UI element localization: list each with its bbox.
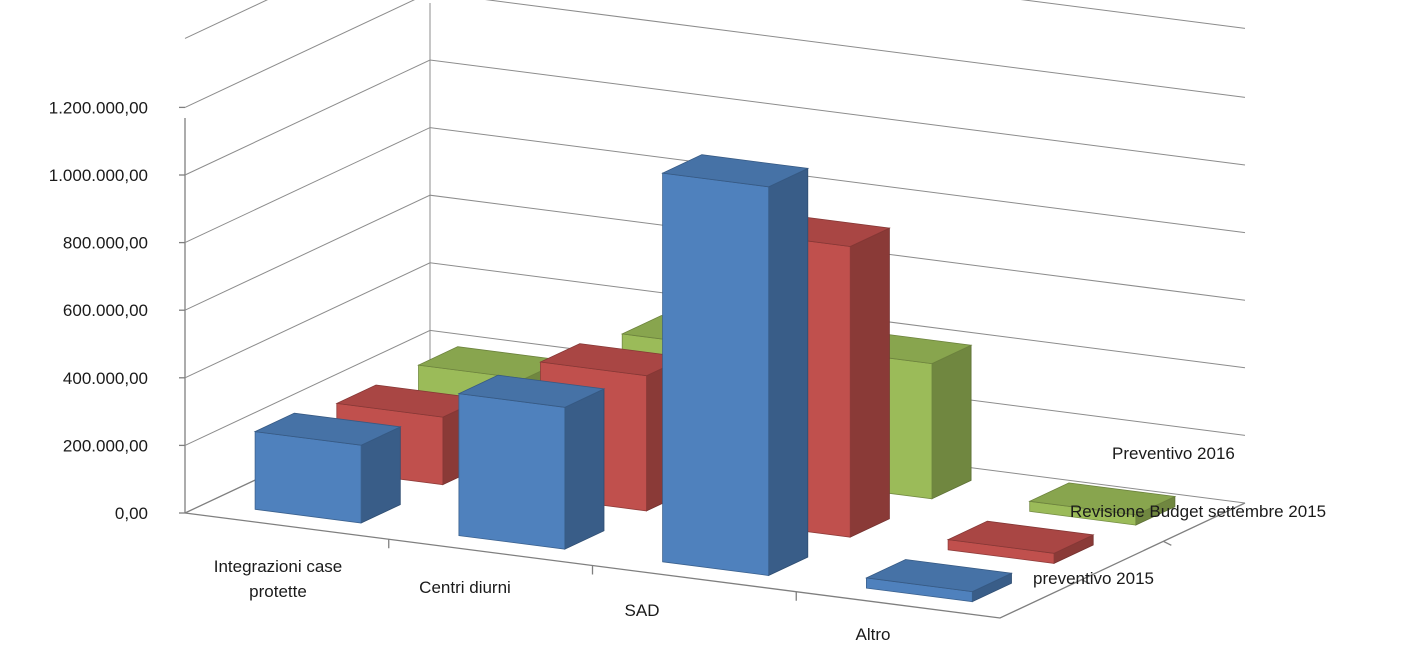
category-labels: Integrazioni case protette Centri diurni SA… <box>214 557 891 644</box>
x-tick-label: Integrazioni case protette <box>214 557 343 601</box>
gridline <box>184 262 1246 379</box>
bar-top <box>864 559 1013 593</box>
depth-axis-label: Revisione Budget settembre 2015 <box>1070 502 1326 521</box>
bar-top <box>661 154 810 188</box>
bar <box>1028 482 1177 526</box>
bar <box>253 412 402 524</box>
x-tick-label: Altro <box>856 625 891 644</box>
gridline <box>184 0 1246 108</box>
y-tick-label: 800.000,00 <box>63 234 148 253</box>
y-tick-label: 1.200.000,00 <box>49 98 148 117</box>
bar-side <box>564 388 605 550</box>
gridline <box>184 59 1246 176</box>
bar-front <box>458 393 566 550</box>
depth-axis-label: Preventivo 2016 <box>1112 444 1235 463</box>
bar <box>946 520 1095 565</box>
bar-top <box>946 520 1095 554</box>
bar-front <box>662 172 769 576</box>
bar-top <box>457 374 606 408</box>
y-tick-label: 1.000.000,00 <box>49 166 148 185</box>
y-tick-label: 200.000,00 <box>63 436 148 455</box>
y-tick-label: 0,00 <box>115 504 148 523</box>
gridline <box>184 127 1246 244</box>
gridline <box>184 329 1246 446</box>
bars-layer <box>253 154 1177 603</box>
bar-front <box>254 431 362 524</box>
gridline <box>184 194 1246 311</box>
bar <box>457 374 606 550</box>
bar-side <box>849 227 890 538</box>
y-tick-label: 400.000,00 <box>63 369 148 388</box>
bar <box>661 154 810 577</box>
x-tick-label: SAD <box>625 601 660 620</box>
series-labels: preventivo 2015 Revisione Budget settembr… <box>1033 444 1326 588</box>
depth-tick-mark <box>1081 579 1090 585</box>
x-tick-label: Centri diurni <box>419 578 511 597</box>
depth-tick-mark <box>1163 540 1172 546</box>
y-axis-ticks: 0,00 200.000,00 400.000,00 600.000,00 800.00… <box>49 98 185 523</box>
bar-top <box>253 412 402 446</box>
y-tick-label: 600.000,00 <box>63 301 148 320</box>
wall-top-line <box>184 0 1246 39</box>
bar-side <box>768 167 809 577</box>
bar <box>864 559 1013 603</box>
bar-side <box>931 344 972 500</box>
depth-axis-label: preventivo 2015 <box>1033 569 1154 588</box>
bar-top <box>1028 482 1177 516</box>
